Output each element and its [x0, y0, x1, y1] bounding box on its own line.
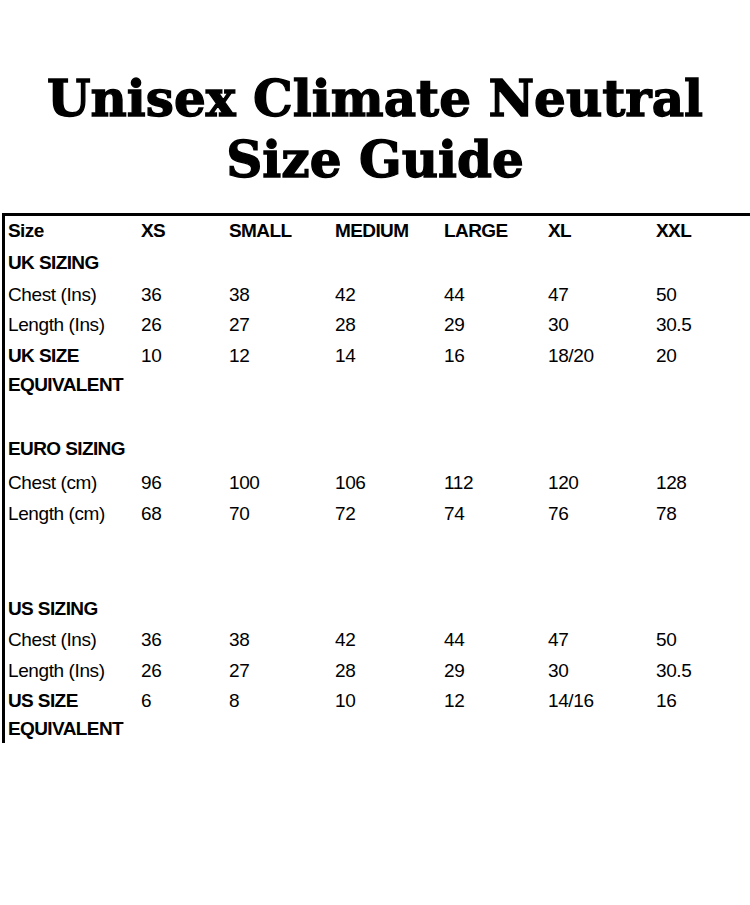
- us-length-value: 26: [141, 660, 161, 682]
- euro-chest-value: 96: [141, 472, 161, 494]
- page-title-line2: Size Guide: [0, 129, 750, 190]
- uk-equivalent-row: UK SIZE 10 12 14 16 18/20 20: [2, 345, 750, 369]
- euro-length-value: 70: [229, 503, 249, 525]
- uk-length-value: 30.5: [656, 314, 691, 336]
- us-equivalent-value: 12: [444, 690, 464, 712]
- us-length-label: Length (Ins): [8, 660, 105, 682]
- uk-equivalent-label-line1: UK SIZE: [8, 345, 79, 367]
- us-equivalent-label-line2: EQUIVALENT: [8, 718, 123, 740]
- uk-length-value: 28: [335, 314, 355, 336]
- euro-length-row: Length (cm) 68 70 72 74 76 78: [2, 503, 750, 527]
- us-chest-value: 36: [141, 629, 161, 651]
- us-chest-label: Chest (Ins): [8, 629, 97, 651]
- euro-chest-row: Chest (cm) 96 100 106 112 120 128: [2, 472, 750, 496]
- us-equivalent-value: 14/16: [548, 690, 594, 712]
- us-equivalent-value: 16: [656, 690, 676, 712]
- us-length-row: Length (Ins) 26 27 28 29 30 30.5: [2, 660, 750, 684]
- us-equivalent-row-line2: EQUIVALENT: [2, 718, 750, 742]
- column-header: LARGE: [444, 220, 508, 242]
- column-header: SMALL: [229, 220, 291, 242]
- column-header: XXL: [656, 220, 691, 242]
- uk-equivalent-value: 10: [141, 345, 161, 367]
- us-length-value: 27: [229, 660, 249, 682]
- us-chest-row: Chest (Ins) 36 38 42 44 47 50: [2, 629, 750, 653]
- euro-chest-value: 128: [656, 472, 687, 494]
- uk-chest-label: Chest (Ins): [8, 284, 97, 306]
- euro-length-value: 76: [548, 503, 568, 525]
- uk-equivalent-value: 16: [444, 345, 464, 367]
- euro-length-label: Length (cm): [8, 503, 105, 525]
- euro-length-value: 68: [141, 503, 161, 525]
- header-row: Size XS SMALL MEDIUM LARGE XL XXL: [2, 220, 750, 244]
- us-chest-value: 50: [656, 629, 676, 651]
- page-title: Unisex Climate Neutral Size Guide: [0, 68, 750, 190]
- us-length-value: 30.5: [656, 660, 691, 682]
- uk-length-value: 26: [141, 314, 161, 336]
- us-chest-value: 42: [335, 629, 355, 651]
- uk-chest-row: Chest (Ins) 36 38 42 44 47 50: [2, 284, 750, 308]
- page-title-line1: Unisex Climate Neutral: [0, 68, 750, 129]
- uk-chest-value: 50: [656, 284, 676, 306]
- column-header: XL: [548, 220, 571, 242]
- size-guide-sheet: Unisex Climate Neutral Size Guide Size X…: [0, 0, 750, 905]
- euro-chest-value: 106: [335, 472, 366, 494]
- column-header: MEDIUM: [335, 220, 408, 242]
- us-sizing-label: US SIZING: [8, 598, 98, 620]
- uk-length-value: 27: [229, 314, 249, 336]
- uk-chest-value: 47: [548, 284, 568, 306]
- us-chest-value: 44: [444, 629, 464, 651]
- uk-equivalent-value: 12: [229, 345, 249, 367]
- header-size-label: Size: [8, 220, 44, 242]
- euro-length-value: 72: [335, 503, 355, 525]
- uk-chest-value: 42: [335, 284, 355, 306]
- us-equivalent-label-line1: US SIZE: [8, 690, 78, 712]
- us-equivalent-value: 10: [335, 690, 355, 712]
- uk-length-value: 30: [548, 314, 568, 336]
- us-equivalent-row: US SIZE 6 8 10 12 14/16 16: [2, 690, 750, 714]
- uk-equivalent-label-line2: EQUIVALENT: [8, 374, 123, 396]
- euro-sizing-label: EURO SIZING: [8, 438, 125, 460]
- euro-length-value: 74: [444, 503, 464, 525]
- size-table: Size XS SMALL MEDIUM LARGE XL XXL UK SIZING C…: [2, 213, 750, 743]
- us-length-value: 28: [335, 660, 355, 682]
- us-length-value: 29: [444, 660, 464, 682]
- us-chest-value: 38: [229, 629, 249, 651]
- euro-chest-value: 112: [444, 472, 473, 494]
- us-equivalent-value: 6: [141, 690, 151, 712]
- uk-equivalent-value: 20: [656, 345, 676, 367]
- us-equivalent-value: 8: [229, 690, 239, 712]
- euro-chest-label: Chest (cm): [8, 472, 97, 494]
- uk-chest-value: 36: [141, 284, 161, 306]
- us-chest-value: 47: [548, 629, 568, 651]
- us-sizing-row: US SIZING: [2, 598, 750, 622]
- euro-chest-value: 100: [229, 472, 260, 494]
- uk-equivalent-value: 18/20: [548, 345, 594, 367]
- uk-length-value: 29: [444, 314, 464, 336]
- uk-sizing-label: UK SIZING: [8, 252, 99, 274]
- uk-equivalent-row-line2: EQUIVALENT: [2, 374, 750, 398]
- uk-sizing-row: UK SIZING: [2, 252, 750, 276]
- uk-length-label: Length (Ins): [8, 314, 105, 336]
- uk-chest-value: 44: [444, 284, 464, 306]
- euro-chest-value: 120: [548, 472, 579, 494]
- euro-length-value: 78: [656, 503, 676, 525]
- uk-length-row: Length (Ins) 26 27 28 29 30 30.5: [2, 314, 750, 338]
- euro-sizing-row: EURO SIZING: [2, 438, 750, 462]
- column-header: XS: [141, 220, 165, 242]
- uk-equivalent-value: 14: [335, 345, 355, 367]
- grid-line-bottom: [2, 213, 750, 215]
- uk-chest-value: 38: [229, 284, 249, 306]
- us-length-value: 30: [548, 660, 568, 682]
